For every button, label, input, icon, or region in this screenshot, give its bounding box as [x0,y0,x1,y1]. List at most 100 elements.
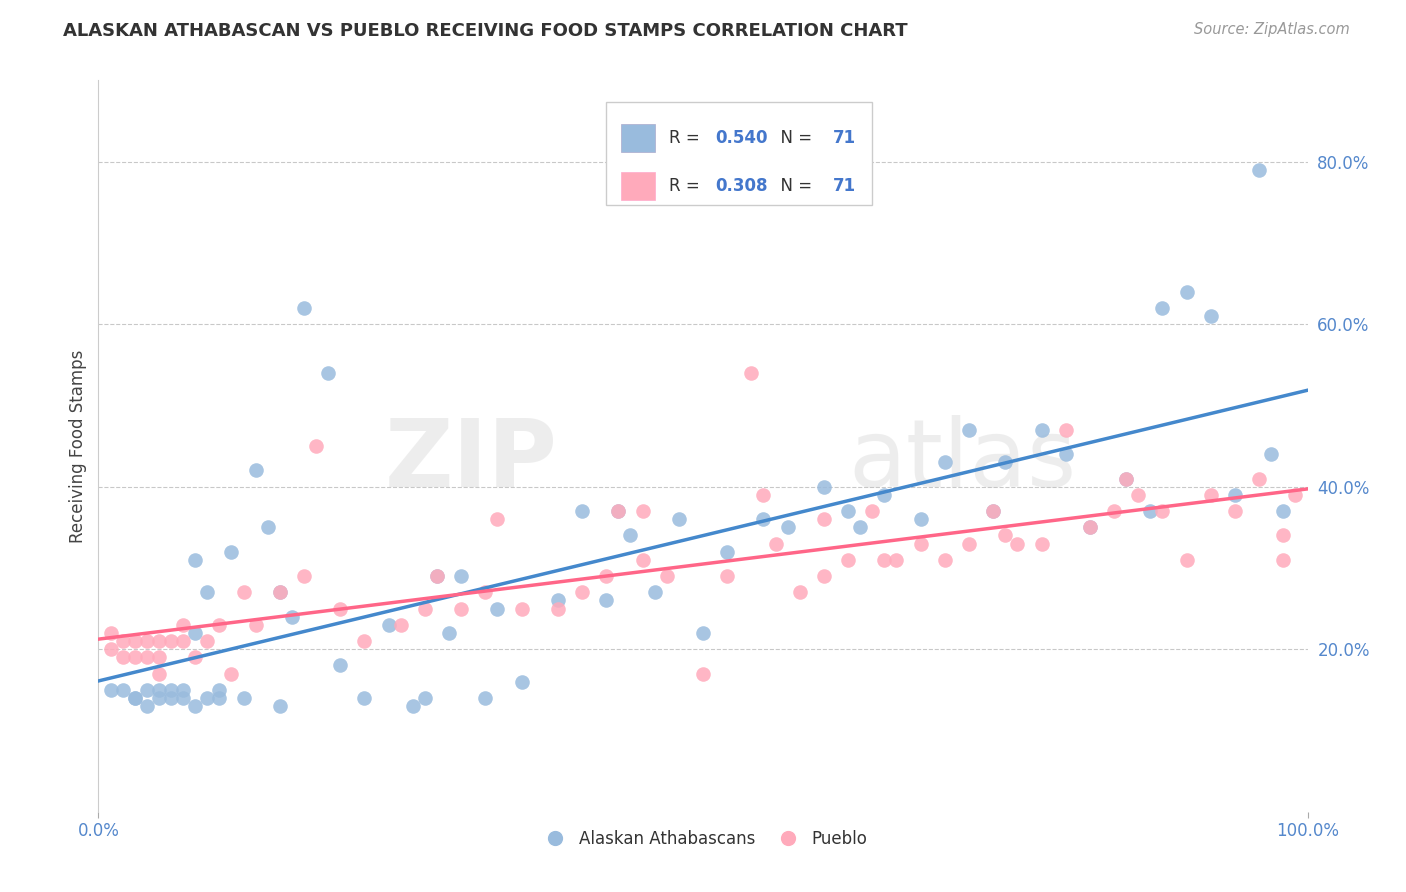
Point [655,569,678,583]
Point [1152,301,1174,315]
Point [716,544,738,558]
Point [245,463,267,477]
Point [232,690,254,705]
Point [184,699,207,714]
Point [1199,309,1222,323]
Point [377,617,399,632]
Point [910,536,932,550]
Point [510,674,533,689]
Point [124,650,146,665]
Point [184,553,207,567]
Point [124,690,146,705]
Text: 0.308: 0.308 [716,177,768,194]
Point [413,601,436,615]
Text: ALASKAN ATHABASCAN VS PUEBLO RECEIVING FOOD STAMPS CORRELATION CHART: ALASKAN ATHABASCAN VS PUEBLO RECEIVING F… [63,22,908,40]
Point [474,585,496,599]
Point [837,553,859,567]
Point [160,634,183,648]
Point [184,650,207,665]
Point [631,504,654,518]
Point [1078,520,1101,534]
Point [510,601,533,615]
Point [1284,488,1306,502]
Point [752,512,775,526]
Point [353,690,375,705]
Text: 71: 71 [832,177,855,194]
Point [1054,423,1077,437]
Point [111,634,134,648]
Point [329,658,352,673]
Point [1199,488,1222,502]
Point [111,682,134,697]
Point [1152,504,1174,518]
Point [148,690,170,705]
Point [100,642,122,657]
Point [450,601,472,615]
Point [607,504,630,518]
Point [776,520,799,534]
Point [160,682,183,697]
Point [172,690,194,705]
Point [256,520,278,534]
Point [934,455,956,469]
Point [740,366,762,380]
Point [474,690,496,705]
Point [1260,447,1282,461]
Point [232,585,254,599]
Point [208,690,231,705]
Text: N =: N = [769,129,817,147]
Point [765,536,787,550]
Point [135,699,157,714]
Point [1223,488,1246,502]
Point [1175,553,1198,567]
Point [269,699,291,714]
Point [1115,471,1137,485]
Point [148,650,170,665]
Point [619,528,641,542]
Point [413,690,436,705]
Point [1175,285,1198,299]
Y-axis label: Receiving Food Stamps: Receiving Food Stamps [69,350,87,542]
Point [100,626,122,640]
Point [1249,471,1271,485]
Point [208,682,231,697]
Point [692,626,714,640]
Point [269,585,291,599]
Point [860,504,883,518]
Point [631,553,654,567]
Text: R =: R = [669,129,706,147]
Point [1272,504,1295,518]
Point [607,504,630,518]
Point [547,601,569,615]
Point [281,609,304,624]
Point [1007,536,1029,550]
Point [486,601,509,615]
Point [329,601,352,615]
Point [426,569,449,583]
Point [195,585,218,599]
FancyBboxPatch shape [621,124,655,152]
Point [221,666,243,681]
Text: ZIP: ZIP [385,415,558,507]
Point [886,553,908,567]
Point [1031,536,1053,550]
Point [100,682,122,697]
Point [269,585,291,599]
Point [172,617,194,632]
Point [1102,504,1125,518]
Point [172,682,194,697]
Point [316,366,339,380]
Point [450,569,472,583]
Point [111,650,134,665]
Point [752,488,775,502]
Point [245,617,267,632]
Text: N =: N = [769,177,817,194]
FancyBboxPatch shape [606,103,872,204]
Point [426,569,449,583]
Point [1128,488,1150,502]
Point [813,569,835,583]
Point [644,585,666,599]
Point [994,455,1017,469]
Point [571,585,593,599]
Point [172,634,194,648]
